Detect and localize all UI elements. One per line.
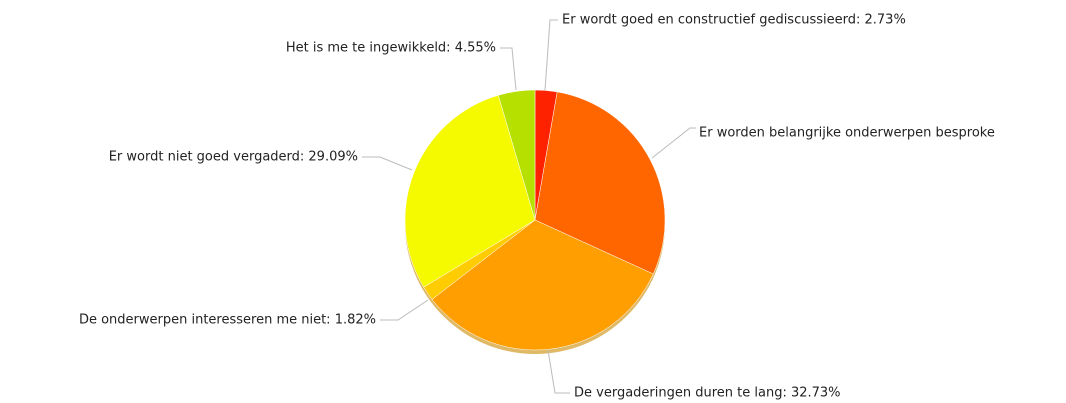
leader-line xyxy=(547,349,570,394)
pie-slice xyxy=(498,89,536,221)
slice-label: Er wordt niet goed vergaderd: 29.09% xyxy=(109,150,358,165)
slice-label: De vergaderingen duren te lang: 32.73% xyxy=(574,386,841,401)
pie-slice xyxy=(404,94,536,288)
pie-slice xyxy=(431,219,654,351)
leader-line xyxy=(500,47,517,91)
slice-label: Het is me te ingewikkeld: 4.55% xyxy=(286,41,496,56)
slice-label: Er worden belangrijke onderwerpen bespro… xyxy=(699,126,995,141)
pie-slice xyxy=(534,91,666,275)
leader-line xyxy=(362,156,413,171)
slice-label: Er wordt goed en constructief gediscussi… xyxy=(562,13,906,28)
slice-label: De onderwerpen interesseren me niet: 1.8… xyxy=(79,313,376,328)
leader-line xyxy=(651,127,696,159)
leader-line xyxy=(544,19,558,91)
leader-line xyxy=(380,299,429,321)
